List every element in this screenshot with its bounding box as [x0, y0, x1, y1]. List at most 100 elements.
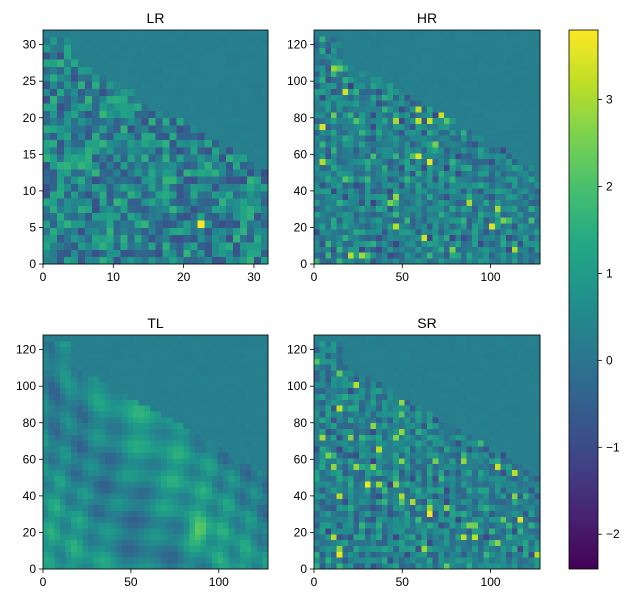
heatmap-cell	[127, 457, 134, 465]
heatmap-cell	[54, 428, 61, 435]
heatmap-cell	[43, 51, 51, 60]
heatmap-cell	[197, 161, 206, 170]
heatmap-cell	[528, 53, 535, 60]
heatmap-cell	[148, 234, 156, 243]
heatmap-cell	[106, 198, 114, 206]
heatmap-cell	[251, 522, 258, 529]
heatmap-cell	[127, 539, 134, 546]
heatmap-cell	[314, 111, 321, 119]
heatmap-cell	[438, 111, 445, 119]
heatmap-cell	[127, 117, 135, 126]
heatmap-cell	[162, 234, 170, 243]
heatmap-cell	[149, 434, 156, 441]
heatmap-cell	[393, 223, 400, 230]
heatmap-cell	[421, 70, 428, 78]
heatmap-cell	[410, 41, 417, 48]
heatmap-cell	[398, 158, 405, 165]
heatmap-cell	[432, 94, 439, 101]
heatmap-cell	[183, 352, 190, 359]
heatmap-cell	[404, 522, 411, 529]
heatmap-cell	[477, 135, 484, 142]
heatmap-cell	[256, 539, 263, 546]
heatmap-cell	[364, 487, 371, 494]
heatmap-cell	[398, 352, 405, 359]
heatmap-cell	[359, 340, 366, 348]
heatmap-cell	[194, 528, 201, 535]
heatmap-cell	[427, 70, 434, 78]
heatmap-cell	[59, 346, 66, 353]
heatmap-cell	[342, 487, 349, 494]
heatmap-cell	[398, 399, 405, 406]
heatmap-cell	[398, 346, 405, 353]
heatmap-cell	[200, 411, 207, 418]
heatmap-cell	[50, 183, 58, 192]
heatmap-cell	[127, 551, 134, 558]
heatmap-cell	[88, 428, 95, 435]
heatmap-cell	[376, 199, 383, 206]
heatmap-cell	[245, 522, 252, 529]
heatmap-cell	[93, 522, 100, 529]
heatmap-cell	[359, 381, 366, 389]
heatmap-cell	[223, 487, 230, 494]
heatmap-cell	[127, 528, 134, 535]
heatmap-cell	[387, 246, 394, 253]
heatmap-cell	[330, 223, 337, 230]
heatmap-cell	[376, 533, 383, 541]
heatmap-cell	[364, 70, 371, 78]
heatmap-cell	[246, 132, 255, 141]
heatmap-cell	[353, 53, 360, 60]
heatmap-cell	[99, 73, 107, 82]
heatmap-cell	[404, 129, 411, 136]
heatmap-cell	[381, 35, 388, 43]
heatmap-cell	[76, 487, 83, 494]
heatmap-cell	[319, 170, 326, 177]
heatmap-cell	[85, 147, 93, 155]
heatmap-cell	[65, 551, 72, 558]
heatmap-cell	[410, 47, 417, 54]
heatmap-cell	[93, 352, 100, 359]
heatmap-cell	[197, 242, 206, 250]
heatmap-cell	[99, 154, 107, 163]
heatmap-cell	[155, 440, 162, 447]
heatmap-cell	[93, 416, 100, 424]
heatmap-cell	[260, 37, 269, 46]
heatmap-cell	[466, 187, 473, 195]
heatmap-cell	[76, 434, 83, 441]
heatmap-cell	[376, 59, 383, 66]
heatmap-cell	[256, 492, 263, 500]
heatmap-cell	[93, 346, 100, 353]
heatmap-cell	[223, 522, 230, 529]
heatmap-cell	[217, 393, 224, 400]
heatmap-cell	[353, 35, 360, 43]
heatmap-cell	[64, 37, 72, 46]
heatmap-cell	[511, 88, 518, 95]
heatmap-cell	[211, 168, 220, 177]
heatmap-cell	[71, 242, 79, 250]
heatmap-cell	[370, 47, 377, 54]
heatmap-cell	[82, 411, 89, 418]
heatmap-cell	[211, 139, 220, 148]
heatmap-cell	[415, 59, 422, 66]
heatmap-cell	[169, 66, 177, 75]
heatmap-cell	[314, 422, 321, 429]
heatmap-cell	[54, 551, 61, 558]
heatmap-cell	[85, 212, 93, 221]
heatmap-cell	[78, 227, 86, 236]
heatmap-cell	[197, 139, 206, 148]
heatmap-cell	[256, 340, 263, 348]
heatmap-cell	[138, 399, 145, 406]
heatmap-cell	[93, 457, 100, 465]
heatmap-cell	[421, 100, 428, 107]
heatmap-cell	[104, 528, 111, 535]
heatmap-cell	[393, 111, 400, 119]
heatmap-cell	[64, 190, 72, 199]
heatmap-cell	[381, 481, 388, 488]
heatmap-cell	[76, 452, 83, 459]
heatmap-cell	[204, 234, 213, 243]
heatmap-cell	[65, 387, 72, 394]
heatmap-cell	[398, 411, 405, 418]
heatmap-cell	[200, 381, 207, 389]
heatmap-cell	[194, 487, 201, 494]
heatmap-cell	[138, 522, 145, 529]
heatmap-cell	[359, 335, 366, 342]
